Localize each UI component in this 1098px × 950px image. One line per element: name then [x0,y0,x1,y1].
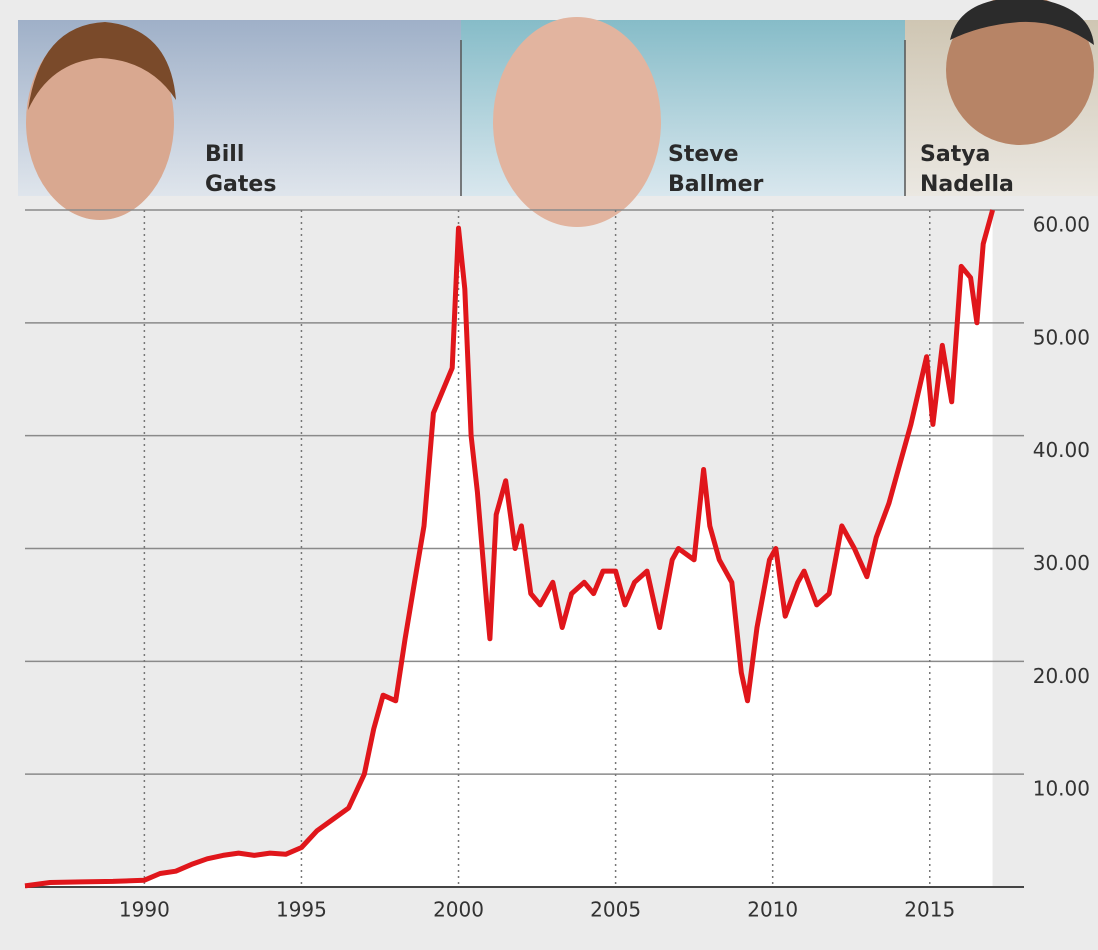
plot: 10.00 20.00 30.00 40.00 50.00 60.00 1990 1995 20… [24,209,1090,922]
portrait [493,17,661,227]
x-tick-label: 1995 [276,898,327,922]
header: Bill Gates Steve Ballmer Satya Nadella [18,0,1098,227]
x-tick-label: 1990 [119,898,170,922]
person-name: Satya [920,142,990,167]
y-tick-label: 20.00 [1033,664,1090,688]
x-tick-label: 2000 [433,898,484,922]
y-tick-label: 60.00 [1033,213,1090,237]
portrait-hair [28,22,176,110]
person-name: Steve [668,142,739,167]
y-tick-label: 10.00 [1033,777,1090,801]
person-name: Bill [205,142,244,167]
y-tick-label: 50.00 [1033,325,1090,349]
person-name: Gates [205,172,276,197]
x-tick-label: 2010 [747,898,798,922]
x-tick-label: 2015 [904,898,955,922]
y-tick-label: 30.00 [1033,551,1090,575]
person-name: Ballmer [668,172,764,197]
portrait [26,24,174,220]
price-line [24,209,996,889]
y-tick-label: 40.00 [1033,438,1090,462]
portrait-hair [950,0,1094,45]
person-name: Nadella [920,172,1014,197]
x-tick-label: 2005 [590,898,641,922]
portrait [946,0,1094,145]
